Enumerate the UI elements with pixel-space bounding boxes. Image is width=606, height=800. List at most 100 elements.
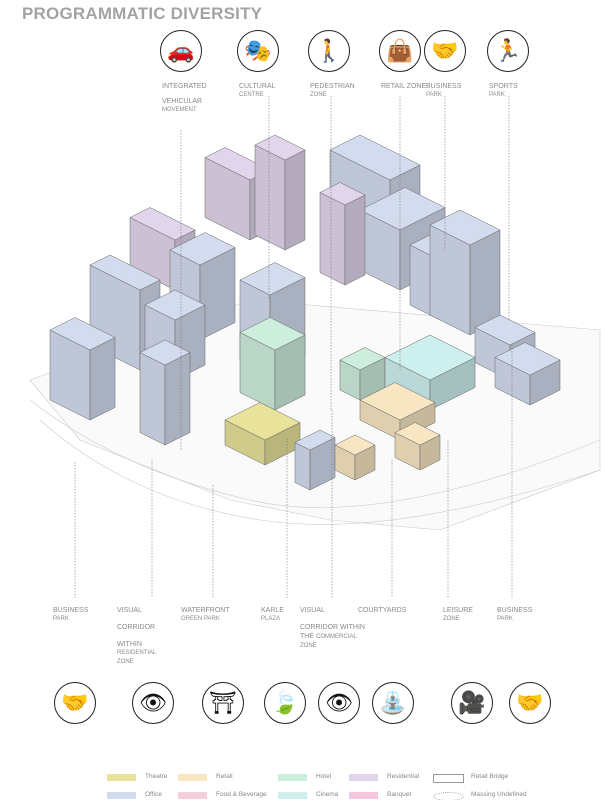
legend-swatch bbox=[433, 774, 464, 783]
eye-icon: 👁 bbox=[318, 682, 360, 724]
legend-swatch bbox=[107, 774, 136, 781]
legend-label: Retail bbox=[216, 773, 233, 780]
bottom-label: BUSINESS PARK bbox=[497, 606, 532, 624]
legend-label: Office bbox=[145, 791, 162, 798]
label-text: BUSINESS bbox=[426, 83, 462, 90]
residential-tower-roof bbox=[319, 182, 366, 206]
bottom-label: VISUAL CORRIDOR WITHIN THE COMMERCIAL ZONE bbox=[300, 606, 365, 651]
business-people-icon: 🤝 bbox=[509, 682, 551, 724]
legend-label: Massing Undefined bbox=[471, 791, 527, 798]
shopping-bag-icon: 👜 bbox=[379, 30, 421, 72]
top-label: INTEGRATED VEHICULAR MOVEMENT bbox=[162, 82, 207, 115]
label-text: COMMERCIAL bbox=[316, 634, 357, 640]
office-tower-left-face bbox=[294, 442, 311, 491]
leaves-icon: 🍃 bbox=[264, 682, 306, 724]
label-text: RETAIL ZONE bbox=[381, 83, 427, 90]
residential-tower-right-face bbox=[344, 194, 366, 286]
top-label: SPORTS PARK bbox=[489, 82, 518, 100]
label-text: INTEGRATED bbox=[162, 83, 207, 90]
label-text: ZONE bbox=[117, 659, 134, 665]
retail-block-roof bbox=[359, 382, 436, 421]
eye-icon: 👁 bbox=[132, 682, 174, 724]
top-label: CULTURAL CENTRE bbox=[239, 82, 275, 100]
label-text: ZONE bbox=[443, 616, 460, 622]
office-tower-roof bbox=[169, 232, 236, 266]
office-tower-roof bbox=[359, 187, 446, 231]
label-text: PEDESTRIAN bbox=[310, 83, 355, 90]
residential-tower-roof bbox=[254, 134, 306, 161]
bottom-label: WATERFRONT GREEN PARK bbox=[181, 606, 230, 624]
legend-swatch bbox=[349, 792, 378, 799]
label-text: WATERFRONT bbox=[181, 607, 230, 614]
theatre-block-roof bbox=[224, 402, 301, 441]
label-text: BUSINESS bbox=[53, 607, 89, 614]
car-icon: 🚗 bbox=[160, 30, 202, 72]
label-text: CENTRE bbox=[239, 92, 264, 98]
office-tower-roof bbox=[49, 317, 116, 351]
legend-label: Residential bbox=[387, 773, 420, 780]
label-text: CULTURAL bbox=[239, 83, 276, 90]
business-people-icon: 🤝 bbox=[424, 30, 466, 72]
retail-block-roof bbox=[334, 434, 376, 456]
legend-swatch bbox=[178, 792, 207, 799]
bottom-label: KARLE PLAZA bbox=[261, 606, 284, 624]
residential-tower-roof bbox=[129, 207, 196, 241]
office-tower-roof bbox=[239, 262, 306, 296]
bottom-label: VISUAL CORRIDOR WITHIN RESIDENTIAL ZONE bbox=[117, 606, 156, 667]
label-text: GREEN PARK bbox=[181, 616, 220, 622]
theatre-masks-icon: 🎭 bbox=[237, 30, 279, 72]
bottom-label: COURTYARDS bbox=[358, 606, 406, 615]
runner-icon: 🏃 bbox=[487, 30, 529, 72]
office-tower-roof bbox=[474, 314, 536, 346]
office-tower-roof bbox=[329, 134, 421, 181]
label-text: PARK bbox=[497, 616, 513, 622]
retail-block-roof bbox=[394, 422, 441, 446]
office-tower-right-face bbox=[164, 352, 191, 446]
label-text: COURTYARDS bbox=[358, 607, 407, 614]
legend-label: Food & Beverage bbox=[216, 791, 267, 798]
label-text: THE bbox=[300, 633, 314, 640]
label-text: PARK bbox=[426, 92, 442, 98]
label-text: VEHICULAR bbox=[162, 98, 203, 105]
legend-label: Theatre bbox=[145, 773, 168, 780]
label-text: LEISURE bbox=[443, 607, 473, 614]
top-label: RETAIL ZONE bbox=[381, 82, 426, 91]
residential-tower-left-face bbox=[254, 144, 286, 251]
legend-label: Banquet bbox=[387, 791, 412, 798]
legend-label: Cinema bbox=[316, 791, 339, 798]
legend-swatch bbox=[278, 792, 307, 799]
business-people-icon: 🤝 bbox=[54, 682, 96, 724]
legend-swatch bbox=[178, 774, 207, 781]
office-tower-roof bbox=[429, 209, 501, 246]
label-text: CORRIDOR WITHIN bbox=[300, 624, 365, 631]
hotel-block-roof bbox=[339, 347, 386, 371]
legend-label: Retail Bridge bbox=[471, 773, 509, 780]
road-line bbox=[39, 419, 601, 525]
pedestrian-icon: 🚶 bbox=[308, 30, 350, 72]
office-tower-roof bbox=[139, 339, 191, 366]
label-text: BUSINESS bbox=[497, 607, 533, 614]
label-text: KARLE bbox=[261, 607, 284, 614]
label-text: MOVEMENT bbox=[162, 107, 197, 113]
legend-label: Hotel bbox=[316, 773, 332, 780]
bottom-label: BUSINESS PARK bbox=[53, 606, 88, 624]
label-text: ZONE bbox=[300, 643, 317, 649]
top-label: BUSINESS PARK bbox=[426, 82, 461, 100]
movie-camera-icon: 🎥 bbox=[451, 682, 493, 724]
label-text: VISUAL bbox=[300, 607, 325, 614]
legend-swatch bbox=[433, 792, 464, 800]
bottom-label: LEISURE ZONE bbox=[443, 606, 473, 624]
legend-swatch bbox=[107, 792, 136, 799]
picnic-table-icon: ⛩ bbox=[202, 682, 244, 724]
page-title: PROGRAMMATIC DIVERSITY bbox=[22, 4, 263, 23]
office-tower-roof bbox=[294, 429, 336, 451]
label-text: ZONE bbox=[310, 92, 327, 98]
label-text: PLAZA bbox=[261, 616, 281, 622]
hotel-block-roof bbox=[239, 317, 306, 351]
legend-swatch bbox=[278, 774, 307, 781]
office-tower-roof bbox=[494, 342, 561, 376]
residential-tower-left-face bbox=[319, 192, 346, 286]
top-label: PEDESTRIAN ZONE bbox=[310, 82, 355, 100]
